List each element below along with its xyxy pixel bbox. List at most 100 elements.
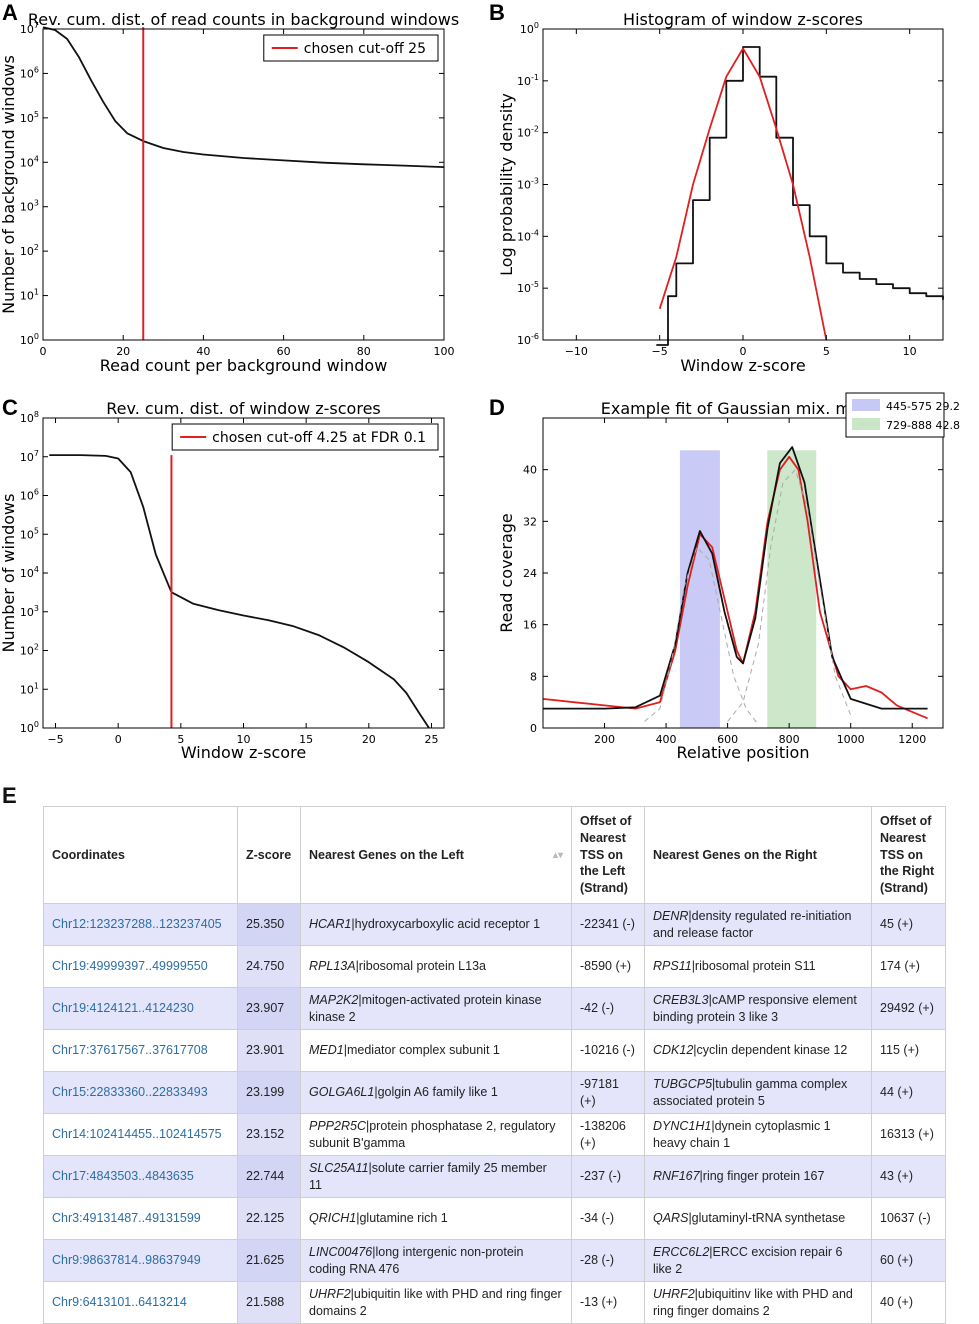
cell-right-offset: 115 (+) (871, 1029, 946, 1072)
peak-band-1 (679, 450, 720, 728)
cell-z-score: 21.625 (237, 1239, 301, 1282)
table-row: Chr17:37617567..37617708 23.901 MED1|media… (43, 1029, 946, 1072)
legend-label-c: chosen cut-off 4.25 at FDR 0.1 (212, 430, 426, 446)
cell-right-gene: RNF167|ring finger protein 167 (644, 1155, 872, 1198)
x-axis-label-b: Window z-score (680, 356, 805, 375)
cell-left-gene: UHRF2|ubiquitin like with PHD and ring f… (300, 1281, 572, 1324)
cell-left-gene: GOLGA6L1|golgin A6 family like 1 (300, 1071, 572, 1114)
x-tick-label-b: −10 (565, 345, 588, 358)
cell-right-gene: QARS|glutaminyl-tRNA synthetase (644, 1197, 872, 1240)
x-tick-label-d: 600 (717, 733, 738, 746)
cell-right-gene: TUBGCP5|tubulin gamma complex associated… (644, 1071, 872, 1114)
y-tick-label-a: 102 (20, 243, 39, 258)
right-gene-description: |cyclin dependent kinase 12 (693, 1043, 848, 1058)
cell-left-gene: PPP2R5C|protein phosphatase 2, regulator… (300, 1113, 572, 1156)
cell-right-gene: ERCC6L2|ERCC excision repair 6 like 2 (644, 1239, 872, 1282)
header-left-offset[interactable]: Offset of Nearest TSS on the Left (Stran… (571, 806, 645, 904)
series-line-d-component-1 (644, 546, 759, 726)
series-line-b-histogram (656, 46, 944, 346)
header-z-score[interactable]: Z-score (237, 806, 301, 904)
left-gene-symbol: LINC00476 (309, 1244, 373, 1259)
series-line-d-component-2 (727, 469, 852, 722)
legend-box-c (171, 423, 439, 451)
cell-left-offset: -34 (-) (571, 1197, 645, 1240)
table-body: Chr12:123237288..123237405 25.350 HCAR1|hy… (43, 903, 946, 1324)
cell-right-offset: 43 (+) (871, 1155, 946, 1198)
sort-arrows-icon[interactable]: ▴▾ (552, 849, 563, 861)
cell-left-gene: HCAR1|hydroxycarboxylic acid receptor 1 (300, 903, 572, 946)
legend-label-d-1: 445-575 29.2 (886, 400, 960, 413)
panel-letter-d: D (489, 395, 505, 420)
x-tick-label-c: −5 (47, 733, 63, 746)
x-tick-label-b: 10 (903, 345, 917, 358)
left-gene-description: |golgin A6 family like 1 (374, 1085, 498, 1100)
series-line-c-1 (49, 454, 430, 729)
peak-band-2 (767, 450, 817, 728)
results-table: Coordinates Z-score Nearest Genes on the… (43, 806, 946, 1324)
header-right-genes[interactable]: Nearest Genes on the Right (644, 806, 872, 904)
cell-coordinates: Chr12:123237288..123237405 (43, 903, 238, 946)
y-tick-label-c: 102 (20, 643, 39, 658)
y-tick-label-a: 105 (20, 110, 39, 125)
cell-right-offset: 10637 (-) (871, 1197, 946, 1240)
y-tick-label-a: 100 (20, 332, 39, 347)
header-right-offset[interactable]: Offset of Nearest TSS on the Right (Stra… (871, 806, 946, 904)
y-axis-label-a: Number of background windows (0, 55, 18, 314)
coordinate-link[interactable]: Chr19:4124121..4124230 (52, 1001, 194, 1016)
coordinate-link[interactable]: Chr9:98637814..98637949 (52, 1253, 201, 1268)
x-tick-label-a: 40 (196, 345, 210, 358)
coordinate-link[interactable]: Chr17:4843503..4843635 (52, 1169, 194, 1184)
right-gene-symbol: ERCC6L2 (653, 1244, 710, 1259)
y-tick-label-c: 101 (20, 681, 39, 696)
coordinate-link[interactable]: Chr14:102414455..102414575 (52, 1127, 222, 1142)
x-tick-label-b: 0 (740, 345, 747, 358)
y-tick-label-c: 100 (20, 720, 39, 735)
left-gene-description: |solute carrier family 25 member 11 (309, 1160, 547, 1192)
cell-right-gene: CREB3L3|cAMP responsive element binding … (644, 987, 872, 1030)
left-gene-symbol: MAP2K2 (309, 992, 359, 1007)
coordinate-link[interactable]: Chr12:123237288..123237405 (52, 917, 222, 932)
figure-charts: A Rev. cum. dist. of read counts in backg… (0, 0, 960, 762)
left-gene-description: |hydroxycarboxylic acid receptor 1 (351, 917, 541, 932)
cell-left-offset: -8590 (+) (571, 945, 645, 988)
cell-left-offset: -138206 (+) (571, 1113, 645, 1156)
cell-z-score: 24.750 (237, 945, 301, 988)
y-tick-label-b: 10-4 (517, 228, 539, 243)
cell-coordinates: Chr9:98637814..98637949 (43, 1239, 238, 1282)
left-gene-description: |mitogen-activated protein kinase kinase… (309, 992, 542, 1024)
table-row: Chr17:4843503..4843635 22.744 SLC25A11|sol… (43, 1155, 946, 1198)
cell-left-offset: -10216 (-) (571, 1029, 645, 1072)
x-tick-label-c: 15 (299, 733, 313, 746)
x-tick-label-a: 60 (277, 345, 291, 358)
cell-z-score: 25.350 (237, 903, 301, 946)
cell-left-gene: QRICH1|glutamine rich 1 (300, 1197, 572, 1240)
plot-frame-c (42, 417, 445, 729)
header-coordinates[interactable]: Coordinates (43, 806, 238, 904)
right-gene-description: |ribosomal protein S11 (691, 959, 816, 974)
right-gene-description: |cAMP responsive element binding protein… (653, 992, 857, 1024)
cell-right-gene: DENR|density regulated re-initiation and… (644, 903, 872, 946)
right-gene-symbol: TUBGCP5 (653, 1076, 713, 1091)
y-tick-label-b: 10-1 (517, 73, 539, 88)
left-gene-description: |mediator complex subunit 1 (343, 1043, 500, 1058)
coordinate-link[interactable]: Chr9:6413101..6413214 (52, 1295, 187, 1310)
cell-right-gene: DYNC1H1|dynein cytoplasmic 1 heavy chain… (644, 1113, 872, 1156)
cell-left-gene: MED1|mediator complex subunit 1 (300, 1029, 572, 1072)
series-line-a-1 (42, 26, 445, 168)
panel-letter-e: E (2, 783, 17, 808)
coordinate-link[interactable]: Chr17:37617567..37617708 (52, 1043, 208, 1058)
x-tick-label-c: 20 (362, 733, 376, 746)
x-tick-label-d: 1000 (837, 733, 865, 746)
coordinate-link[interactable]: Chr19:49999397..49999550 (52, 959, 208, 974)
y-tick-label-c: 108 (20, 410, 39, 425)
series-line-b-gaussian-fit (658, 47, 828, 341)
coordinate-link[interactable]: Chr15:22833360..22833493 (52, 1085, 208, 1100)
panel-letter-c: C (2, 395, 18, 420)
cell-right-gene: CDK12|cyclin dependent kinase 12 (644, 1029, 872, 1072)
coordinate-link[interactable]: Chr3:49131487..49131599 (52, 1211, 201, 1226)
header-left-genes[interactable]: Nearest Genes on the Left ▴▾ (300, 806, 572, 904)
right-gene-symbol: CREB3L3 (653, 992, 709, 1007)
panel-letter-a: A (2, 0, 18, 25)
cell-z-score: 23.901 (237, 1029, 301, 1072)
cell-left-gene: RPL13A|ribosomal protein L13a (300, 945, 572, 988)
